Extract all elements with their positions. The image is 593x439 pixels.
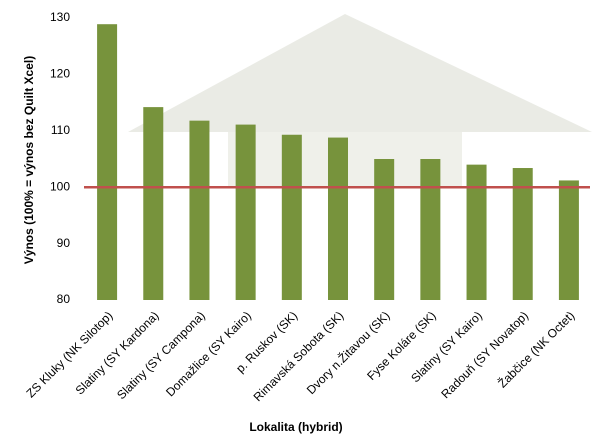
x-tick-label: Slatiny (SY Kardona) xyxy=(73,308,162,397)
bar xyxy=(420,159,441,300)
x-tick-label: Dvory n.Žitavou (SK) xyxy=(303,308,392,397)
bar xyxy=(512,168,533,300)
bar xyxy=(143,107,164,300)
bar xyxy=(281,134,302,300)
y-axis-title: Výnos (100% = výnos bez Quilt Xcel) xyxy=(22,56,36,264)
bar xyxy=(466,164,487,300)
bar xyxy=(374,159,395,300)
bar xyxy=(235,124,256,300)
y-tick-label: 130 xyxy=(50,10,70,24)
x-tick-label: Domažlice (SY Kairo) xyxy=(163,308,254,399)
x-tick-label: Slatiny (SY Campona) xyxy=(114,308,208,402)
bar xyxy=(97,24,118,300)
bar xyxy=(328,137,348,300)
x-tick-label: ZS Kluky (NK Silotop) xyxy=(23,308,115,400)
x-tick-label: Rimavská Sobota (SK) xyxy=(251,308,347,404)
y-tick-label: 80 xyxy=(57,292,71,306)
y-tick-label: 110 xyxy=(51,123,70,137)
y-tick-label: 90 xyxy=(57,236,71,250)
y-tick-label: 120 xyxy=(50,67,70,81)
x-tick-label: Radouň (SY Novatop) xyxy=(438,308,531,401)
x-axis-title: Lokalita (hybrid) xyxy=(249,420,342,434)
bar xyxy=(558,180,579,300)
y-tick-label: 100 xyxy=(50,179,70,193)
x-tick-label: Žabčice (NK Octet) xyxy=(495,308,578,391)
bar xyxy=(189,120,210,300)
